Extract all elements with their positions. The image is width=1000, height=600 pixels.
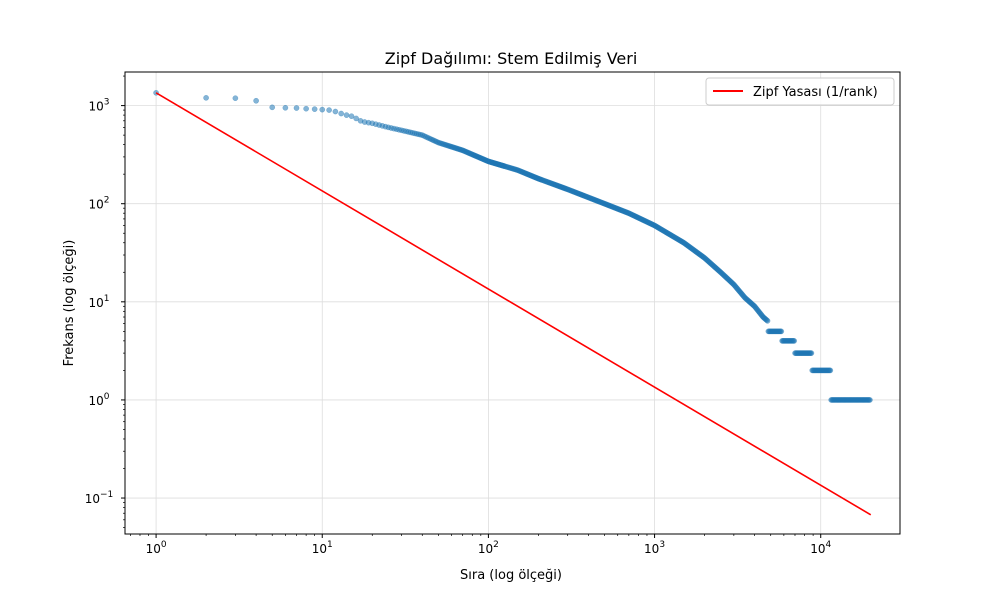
scatter-point [232,95,239,101]
grid-lines [125,72,900,534]
y-tick-exponent: 0 [104,392,110,402]
scatter-point [282,104,289,111]
scatter-point [269,104,276,111]
y-tick-exponent: 2 [104,196,110,206]
scatter-point [827,367,834,374]
scatter-point [253,97,259,104]
scatter-point [326,107,332,113]
scatter-point [353,115,359,122]
x-tick-exponent: 3 [659,540,665,550]
legend-box [705,77,895,106]
plot-area [153,90,873,516]
y-tick-exponent: 3 [104,98,110,108]
x-tick-exponent: 0 [161,540,167,550]
scatter-point [338,110,344,117]
chart-title: Zipf Dağılımı: Stem Edilmiş Veri [385,49,638,68]
scatter-point [293,105,300,111]
scatter-point [343,112,350,118]
legend: Zipf Yasası (1/rank) [705,77,895,106]
x-tick-exponent: 1 [327,540,333,550]
plot-frame [124,71,901,535]
scatter-point [348,113,355,119]
scatter-point [778,328,785,335]
legend-entry-zipf: Zipf Yasası (1/rank) [753,85,878,100]
scatter-point [791,338,797,344]
scatter-point [332,108,339,115]
scatter-point [808,350,815,356]
y-axis-label: Frekans (log ölçeği) [62,240,77,367]
scatter-point [867,397,873,403]
y-tick-exponent: −1 [100,490,113,500]
x-axis-label: Sıra (log ölçeği) [460,568,562,583]
scatter-point [303,105,309,112]
x-tick-exponent: 4 [825,540,831,550]
zipf-law-line [155,92,872,516]
scatter-point [311,106,318,112]
scatter-point [203,95,209,101]
y-tick-exponent: 1 [104,294,110,304]
scatter-point [319,106,326,113]
scatter-point [764,318,771,324]
x-tick-exponent: 2 [493,540,499,550]
